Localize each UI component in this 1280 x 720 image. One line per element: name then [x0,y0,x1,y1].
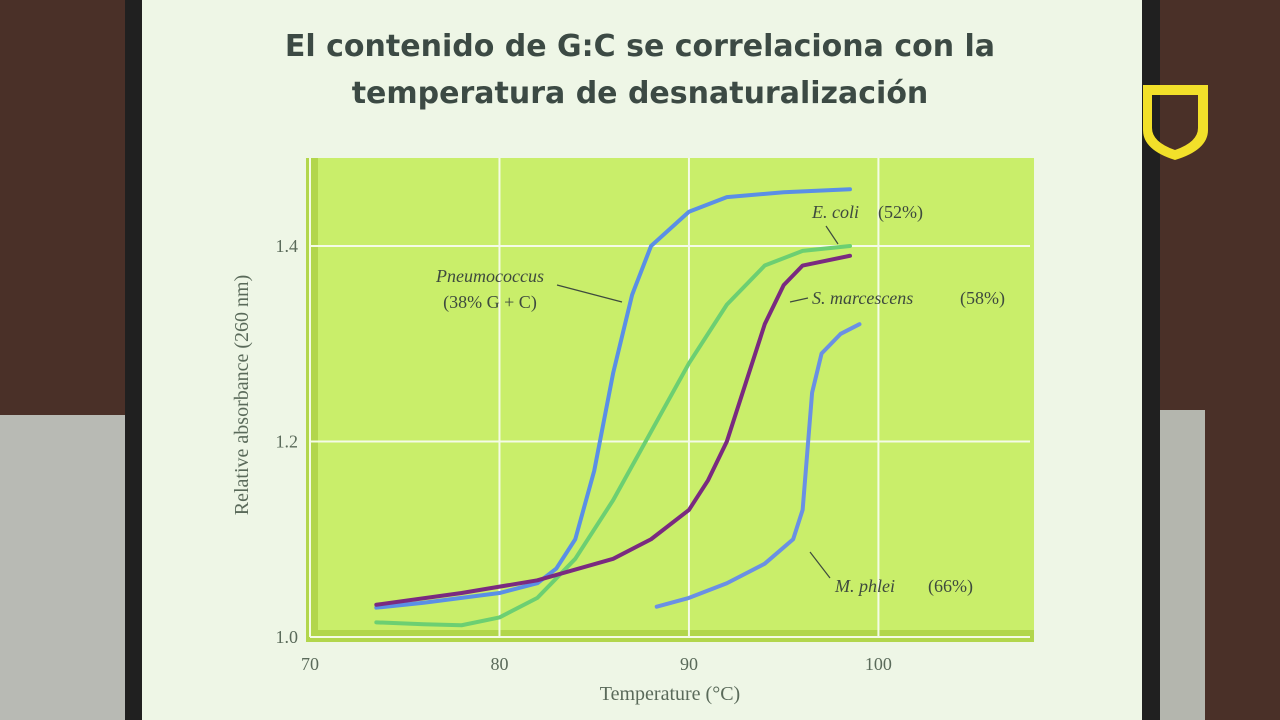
y-tick-label: 1.2 [276,431,299,451]
series-line [374,243,852,628]
series-name: E. coli [811,202,859,222]
series-name: S. marcescens [812,288,913,308]
series-note: (66%) [928,576,973,597]
x-tick-label: 70 [301,654,319,674]
y-tick-label: 1.4 [276,236,299,256]
series-note: (52%) [878,202,923,223]
board-left [0,415,125,720]
logo [1143,85,1208,160]
title-line: temperatura de desnaturalización [352,76,929,111]
grid [309,158,1030,638]
lines: Pneumococcus (38% G + C) E. coli (52%) S. ma… [374,187,1005,628]
leader-line [789,297,809,303]
x-tick-label: 80 [490,654,508,674]
x-tick-label: 90 [680,654,698,674]
series-line [374,187,852,610]
series-name: Pneumococcus [435,266,544,286]
y-tick-label: 1.0 [276,627,299,647]
y-axis-label: Relative absorbance (260 nm) [231,275,253,515]
leader-line [825,225,839,245]
series-name: M. phlei [834,576,895,596]
leader-line [556,284,623,303]
plot-edge [306,158,318,642]
series-line [654,322,862,609]
series-note: (58%) [960,288,1005,309]
series-note: (38% G + C) [443,292,537,313]
title-line: El contenido de G:C se correlaciona con … [285,29,995,64]
series-line [374,253,852,607]
leader-line [809,551,831,579]
x-tick-label: 100 [865,654,892,674]
board-right [1160,410,1205,720]
x-axis-label: Temperature (°C) [600,683,740,705]
